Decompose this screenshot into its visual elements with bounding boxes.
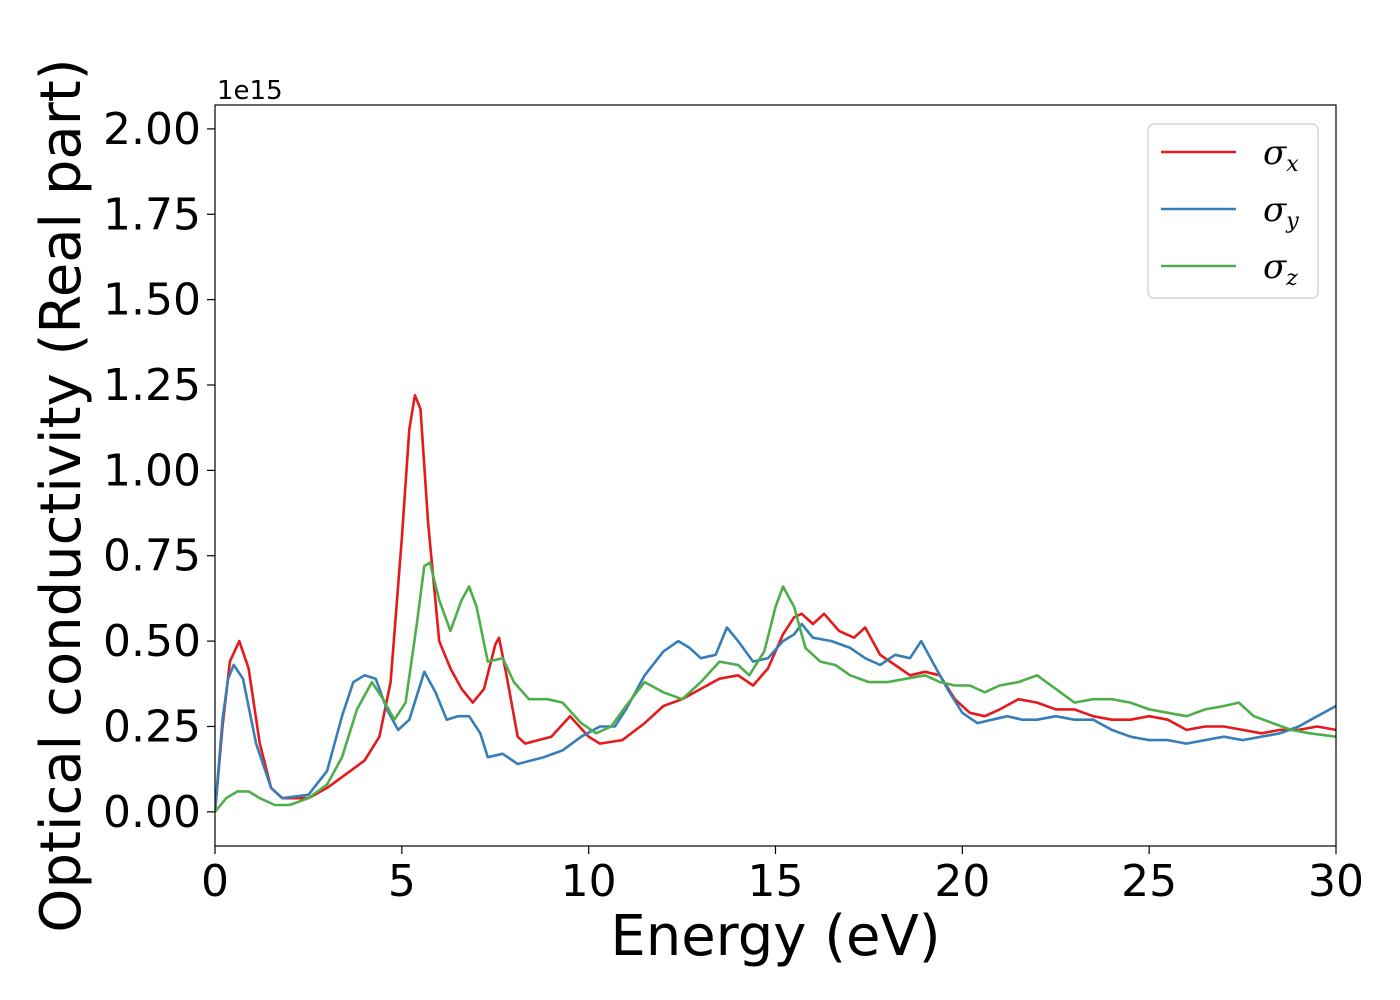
axes: 0 5 10 15 20 25 30 0.00 0.25 0.50 0.75 1.00 1.25 1.50… [103, 104, 1364, 907]
y-tick-label: 1.50 [103, 275, 201, 326]
y-tick-label: 1.75 [103, 189, 201, 240]
x-tick-label: 25 [1121, 856, 1177, 907]
series-line-x [215, 394, 1336, 813]
y-offset-text: 1e15 [217, 76, 283, 106]
y-tick-label: 1.00 [103, 445, 201, 496]
series-line-y [215, 622, 1336, 813]
y-tick-label: 1.25 [103, 360, 201, 411]
y-tick-label: 0.75 [103, 531, 201, 582]
x-tick-label: 30 [1308, 856, 1364, 907]
y-tick-label: 0.00 [103, 787, 201, 838]
legend-box [1147, 123, 1319, 299]
series-lines [215, 394, 1336, 813]
series-line-z [215, 561, 1336, 813]
x-axis-title: Energy (eV) [610, 904, 940, 969]
y-tick-label: 0.50 [103, 616, 201, 667]
x-tick-label: 5 [388, 856, 416, 907]
legend-label-x: σx [1263, 133, 1299, 177]
x-tick-label: 10 [561, 856, 617, 907]
y-tick-label: 2.00 [103, 104, 201, 155]
x-tick-label: 0 [201, 856, 229, 907]
y-axis-title: Optical conductivity (Real part) [29, 58, 94, 932]
y-tick-label: 0.25 [103, 701, 201, 752]
x-tick-label: 15 [748, 856, 804, 907]
x-tick-label: 20 [934, 856, 990, 907]
